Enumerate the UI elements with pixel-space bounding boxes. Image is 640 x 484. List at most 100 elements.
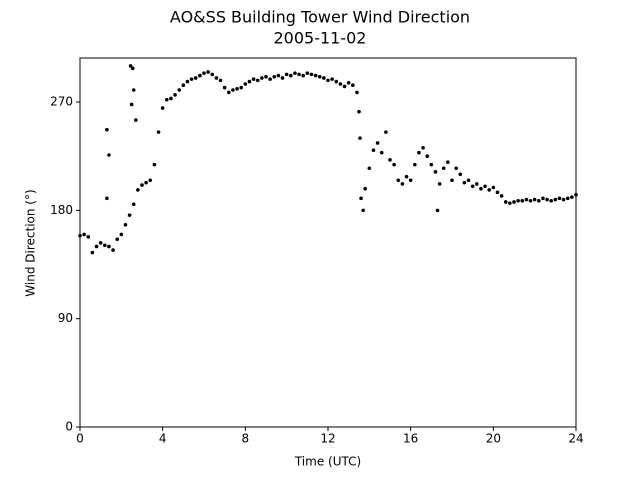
point — [479, 186, 483, 191]
point — [454, 166, 458, 171]
point — [384, 130, 388, 134]
point — [276, 73, 281, 78]
point — [491, 185, 496, 190]
point — [111, 248, 115, 252]
point — [264, 74, 268, 79]
point — [309, 72, 314, 77]
point — [181, 83, 186, 87]
point — [206, 70, 210, 74]
point — [503, 200, 508, 204]
point — [255, 78, 260, 83]
point — [235, 87, 239, 91]
point — [435, 208, 440, 213]
y-tick-label: 270 — [50, 95, 73, 109]
point — [516, 198, 520, 203]
point — [198, 73, 202, 78]
point — [446, 160, 450, 165]
point — [450, 178, 454, 183]
point — [462, 180, 467, 185]
point — [189, 77, 194, 81]
point — [173, 93, 177, 97]
point — [260, 76, 264, 80]
point — [338, 82, 343, 86]
point — [495, 190, 500, 195]
x-tick-label: 0 — [76, 432, 84, 446]
point — [128, 64, 133, 68]
point — [156, 130, 161, 134]
point — [214, 76, 219, 80]
x-tick-label: 20 — [486, 432, 501, 446]
point — [549, 198, 553, 203]
point — [475, 182, 479, 186]
point — [239, 85, 243, 90]
point — [105, 127, 109, 132]
point — [499, 194, 504, 198]
point — [305, 71, 310, 75]
y-tick-label: 180 — [50, 203, 73, 217]
point — [317, 74, 322, 79]
point — [326, 78, 330, 83]
point — [210, 72, 215, 77]
point — [177, 88, 181, 92]
point — [301, 73, 306, 78]
point — [512, 200, 516, 204]
point — [357, 109, 361, 114]
x-tick-label: 8 — [242, 432, 250, 446]
point — [400, 182, 405, 186]
point — [140, 183, 144, 187]
point — [293, 71, 297, 75]
point — [82, 232, 86, 237]
x-tick-label: 16 — [403, 432, 418, 446]
point — [185, 79, 190, 84]
point — [160, 106, 165, 110]
point — [115, 237, 119, 242]
point — [136, 188, 140, 192]
point — [574, 192, 578, 197]
point — [202, 71, 206, 75]
y-tick-label: 90 — [58, 311, 73, 325]
x-axis-label: Time (UTC) — [294, 455, 361, 469]
chart-subtitle: 2005-11-02 — [274, 29, 367, 48]
point — [130, 66, 135, 71]
point — [231, 88, 235, 92]
point — [359, 196, 363, 201]
point — [165, 97, 169, 102]
point — [119, 232, 124, 237]
point — [396, 178, 401, 183]
point — [487, 188, 492, 192]
point — [351, 83, 355, 87]
point — [483, 184, 487, 189]
point — [570, 195, 574, 199]
point — [346, 80, 351, 85]
point — [413, 162, 417, 167]
point — [358, 136, 362, 140]
point — [441, 166, 446, 171]
point — [524, 197, 529, 202]
point — [342, 84, 347, 89]
point — [371, 148, 376, 152]
point — [537, 198, 541, 203]
point — [94, 244, 99, 249]
point — [131, 202, 136, 207]
point — [107, 244, 111, 249]
point — [425, 154, 430, 159]
point — [152, 162, 157, 167]
x-tick-label: 4 — [159, 432, 167, 446]
point — [363, 186, 368, 191]
point — [557, 196, 562, 201]
point — [86, 235, 91, 239]
point — [367, 166, 372, 171]
point — [169, 96, 173, 101]
point — [289, 73, 293, 78]
point — [541, 196, 545, 201]
plot-frame — [79, 57, 577, 428]
point — [98, 241, 103, 245]
point — [134, 118, 138, 122]
chart-title: AO&SS Building Tower Wind Direction — [170, 8, 470, 27]
point — [105, 196, 109, 201]
point — [322, 76, 326, 80]
point — [251, 77, 256, 81]
point — [330, 77, 334, 81]
point — [123, 223, 128, 227]
point — [268, 77, 272, 81]
